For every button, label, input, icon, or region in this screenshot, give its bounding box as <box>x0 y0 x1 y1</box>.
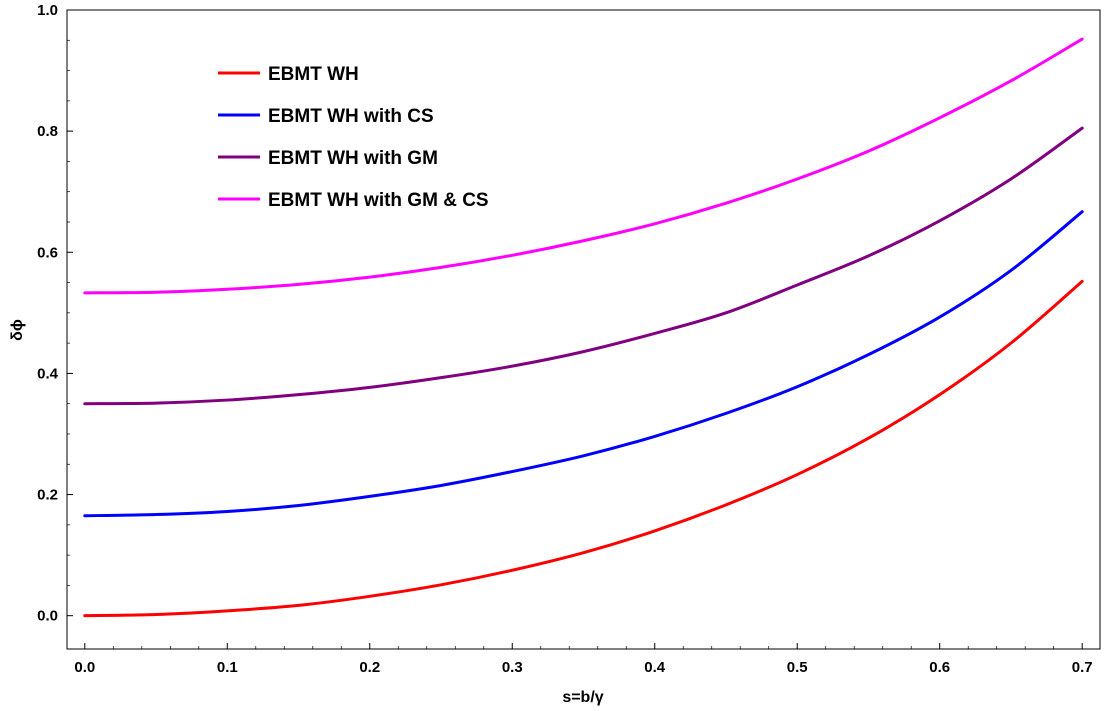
legend-label: EBMT WH with GM & CS <box>268 190 489 211</box>
x-axis-label: s=b/γ <box>562 689 603 706</box>
series-line-1 <box>83 279 1084 618</box>
x-tick-label: 0.4 <box>644 659 666 676</box>
y-tick-label: 0.6 <box>37 244 58 261</box>
x-axis: 0.0 0.1 0.2 0.3 0.4 0.5 0.6 0.7 <box>74 643 1093 676</box>
series-line-4 <box>83 37 1084 295</box>
legend-label: EBMT WH with CS <box>268 106 434 127</box>
y-axis: 0.0 0.2 0.4 0.6 0.8 1.0 <box>37 2 73 625</box>
x-tick-label: 0.5 <box>787 659 808 676</box>
x-tick-label: 0.6 <box>929 659 950 676</box>
x-tick-label: 0.0 <box>74 659 95 676</box>
y-tick-label: 0.2 <box>37 487 58 504</box>
series-line-2 <box>83 210 1084 518</box>
plot-frame <box>66 9 1101 650</box>
x-tick-label: 0.7 <box>1072 659 1093 676</box>
x-tick-label: 0.2 <box>359 659 380 676</box>
y-tick-label: 0.8 <box>37 123 58 140</box>
y-tick-label: 0.0 <box>37 608 58 625</box>
legend-label: EBMT WH with GM <box>268 148 438 169</box>
y-tick-label: 0.4 <box>37 365 59 382</box>
y-tick-label: 1.0 <box>37 2 58 19</box>
legend-label: EBMT WH <box>268 64 359 85</box>
series-lines <box>83 37 1084 618</box>
y-axis-label: δϕ <box>9 319 26 341</box>
x-tick-label: 0.3 <box>502 659 523 676</box>
series-line-3 <box>83 126 1084 406</box>
legend: EBMT WH EBMT WH with CS EBMT WH with GM EBM… <box>218 64 489 211</box>
x-tick-label: 0.1 <box>217 659 238 676</box>
